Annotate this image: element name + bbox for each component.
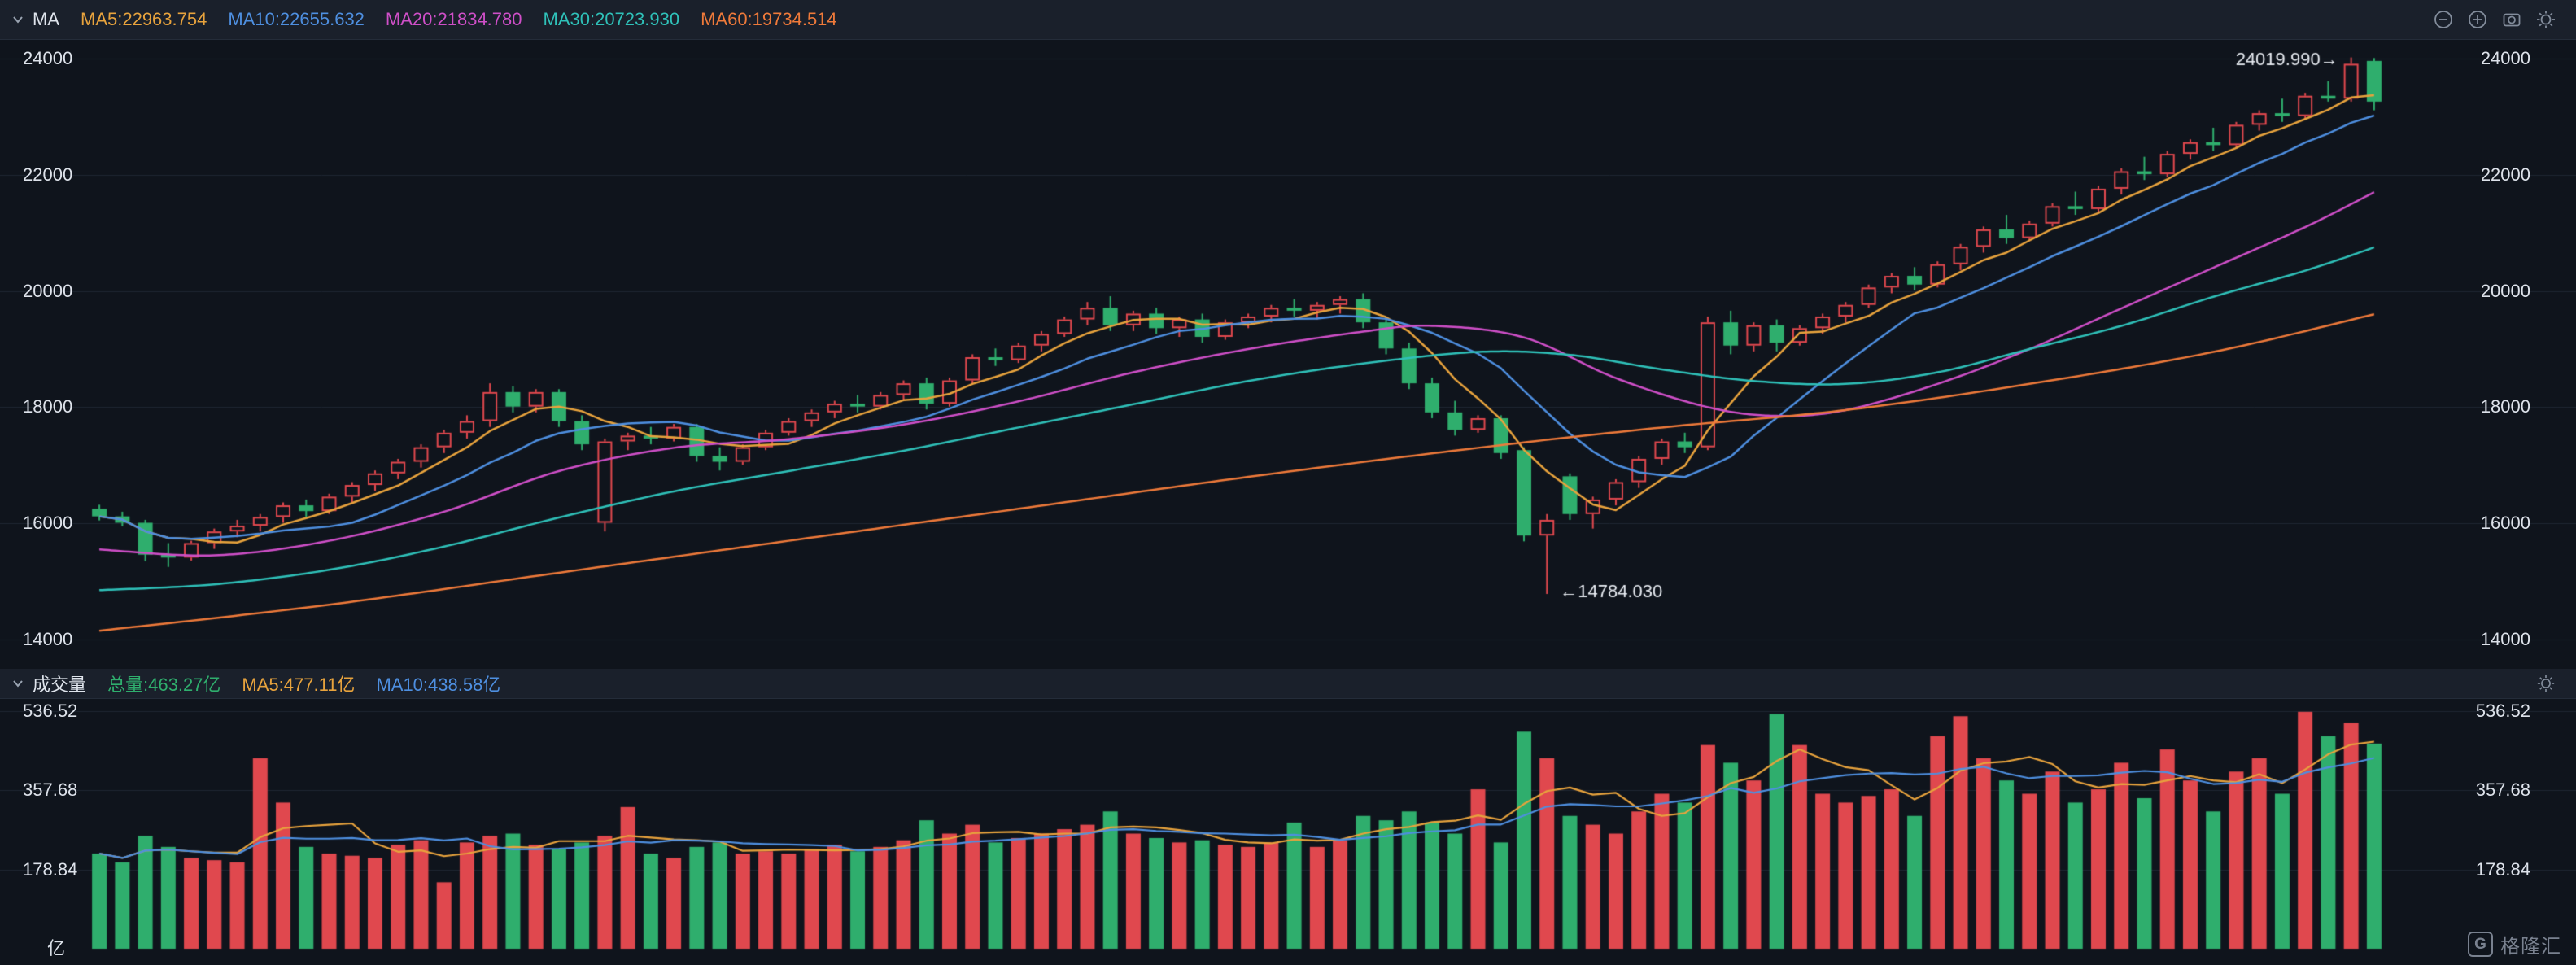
axis-label-left-price-18000: 18000 bbox=[23, 396, 73, 417]
zoom-in-icon[interactable] bbox=[2467, 9, 2488, 30]
indicator-title: MA bbox=[33, 9, 59, 29]
ma-legend-item-0: MA5:22963.754 bbox=[81, 9, 207, 29]
chevron-down-icon[interactable] bbox=[10, 11, 26, 28]
volume-legend-item-2: MA10:438.58亿 bbox=[376, 675, 501, 695]
axis-label-right-price-16000: 16000 bbox=[2480, 513, 2530, 534]
ma-legend-item-2: MA20:21834.780 bbox=[385, 9, 522, 29]
chart-toolbar bbox=[2433, 9, 2576, 30]
watermark: G 格隆汇 bbox=[2468, 930, 2561, 958]
volume-unit-label: 亿 bbox=[47, 938, 66, 958]
axis-label-left-price-24000: 24000 bbox=[23, 48, 73, 68]
axis-label-left-price-22000: 22000 bbox=[23, 164, 73, 185]
axis-label-right-price-22000: 22000 bbox=[2480, 164, 2530, 185]
price-ma-legend: MA5:22963.754 MA10:22655.632 MA20:21834.78… bbox=[59, 9, 2433, 30]
axis-label-left-volume-536.52: 536.52 bbox=[23, 701, 78, 721]
axis-label-right-price-20000: 20000 bbox=[2480, 280, 2530, 301]
volume-title: 成交量 bbox=[33, 675, 87, 695]
axis-label-right-price-18000: 18000 bbox=[2480, 396, 2530, 417]
axis-label-right-price-24000: 24000 bbox=[2480, 48, 2530, 68]
settings-icon[interactable] bbox=[2535, 673, 2556, 694]
axis-label-right-volume-178.84: 178.84 bbox=[2475, 858, 2530, 880]
price-legend-bar: MA MA5:22963.754 MA10:22655.632 MA20:21834… bbox=[0, 0, 2576, 40]
volume-legend: 总量:463.27亿 MA5:477.11亿 MA10:438.58亿 bbox=[86, 670, 2535, 696]
ma-legend-item-4: MA60:19734.514 bbox=[701, 9, 837, 29]
volume-legend-bar: 成交量 总量:463.27亿 MA5:477.11亿 MA10:438.58亿 bbox=[0, 669, 2576, 699]
axis-label-left-price-14000: 14000 bbox=[23, 629, 73, 649]
axis-label-left-price-16000: 16000 bbox=[23, 513, 73, 534]
screenshot-icon[interactable] bbox=[2501, 9, 2522, 30]
price-chart-canvas[interactable] bbox=[0, 39, 2576, 669]
zoom-out-icon[interactable] bbox=[2433, 9, 2454, 30]
axis-label-left-volume-357.68: 357.68 bbox=[23, 779, 78, 801]
volume-chart-canvas[interactable] bbox=[0, 698, 2576, 965]
axis-label-right-price-14000: 14000 bbox=[2480, 629, 2530, 649]
volume-legend-item-1: MA5:477.11亿 bbox=[242, 675, 356, 695]
settings-icon[interactable] bbox=[2535, 9, 2556, 30]
watermark-brand: 格隆汇 bbox=[2500, 936, 2561, 958]
chevron-down-icon[interactable] bbox=[10, 675, 26, 692]
volume-toolbar bbox=[2535, 673, 2576, 694]
axis-label-right-volume-536.52: 536.52 bbox=[2475, 701, 2530, 721]
ma-legend-item-1: MA10:22655.632 bbox=[228, 9, 365, 29]
gelonghui-logo-icon: G bbox=[2468, 932, 2493, 957]
axis-label-left-volume-178.84: 178.84 bbox=[23, 858, 78, 880]
axis-label-right-volume-357.68: 357.68 bbox=[2475, 779, 2530, 801]
ma-legend-item-3: MA30:20723.930 bbox=[543, 9, 680, 29]
axis-label-left-price-20000: 20000 bbox=[23, 280, 73, 301]
volume-legend-item-0: 总量:463.27亿 bbox=[107, 675, 221, 695]
